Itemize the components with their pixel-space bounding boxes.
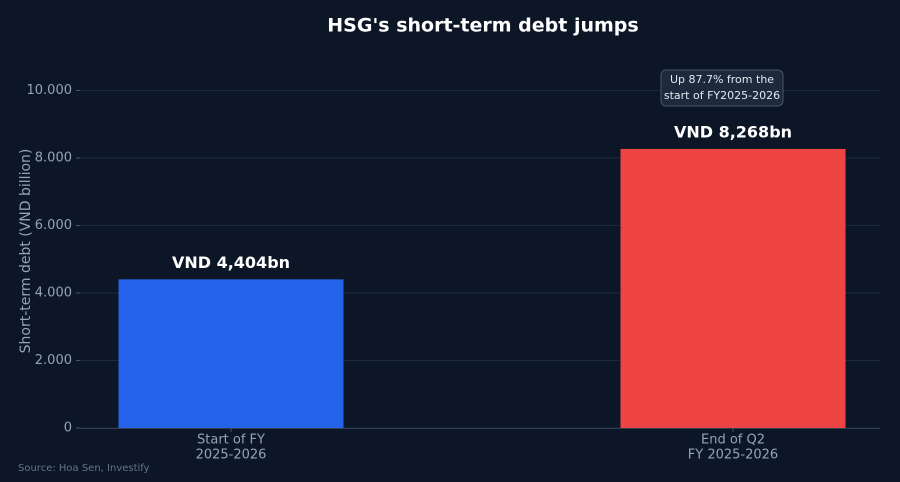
y-tick-label: 6.000 — [35, 218, 72, 233]
y-tick-label: 4.000 — [35, 285, 72, 300]
y-tick-label: 8.000 — [35, 150, 72, 165]
x-tick-label: End of Q2 — [701, 433, 765, 448]
chart-title: HSG's short-term debt jumps — [327, 15, 638, 37]
y-tick-label: 0 — [64, 421, 72, 436]
y-tick-label: 2.000 — [35, 353, 72, 368]
x-tick-label: Start of FY — [197, 433, 265, 448]
data-label: VND 8,268bn — [674, 122, 792, 141]
bar — [620, 148, 846, 429]
y-tick-label: 10.000 — [27, 83, 73, 98]
annotation: Up 87.7% from the — [670, 73, 774, 86]
annotation-box — [660, 69, 784, 107]
y-axis-label: Short-term debt (VND billion) — [18, 149, 34, 354]
x-tick-label: FY 2025-2026 — [688, 448, 778, 463]
annotation: start of FY2025-2026 — [664, 89, 780, 102]
data-label: VND 4,404bn — [172, 253, 290, 272]
source: Source: Hoa Sen, Investify — [18, 463, 150, 474]
bar — [118, 279, 344, 428]
x-tick-label: 2025-2026 — [196, 448, 267, 463]
